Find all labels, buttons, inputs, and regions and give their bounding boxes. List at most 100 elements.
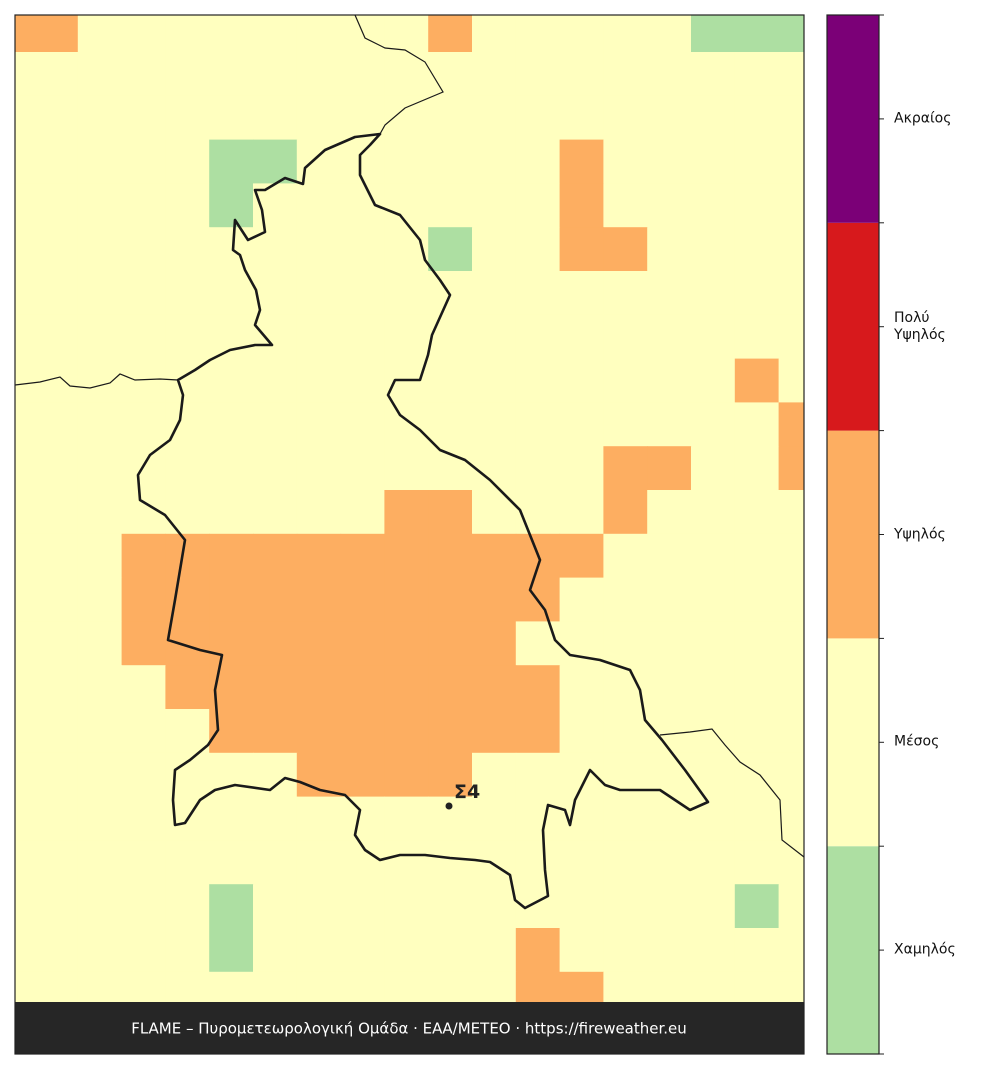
grid-cell [603,533,648,579]
grid-cell [340,621,385,666]
grid-cell [428,533,473,579]
grid-cell [253,928,298,973]
grid-cell [559,15,604,53]
grid-cell [559,490,604,535]
grid-cell [428,490,473,535]
grid-cell [209,52,254,97]
grid-cell [384,139,429,184]
grid-cell [296,402,342,447]
grid-cell [428,95,473,141]
grid-cell [778,314,805,360]
grid-cell [384,928,429,973]
grid-cell [428,271,473,316]
grid-cell [77,577,123,622]
grid-cell [121,752,166,798]
grid-cell [515,402,561,447]
legend-label: Ακραίος [894,110,952,127]
legend-label: Χαμηλός [894,941,956,958]
grid-cell [165,95,210,141]
grid-cell [77,358,123,403]
grid-cell [734,928,780,973]
grid-cell [15,928,35,973]
colorbar-segment [827,222,879,431]
grid-cell [603,621,648,666]
grid-cell [734,271,780,316]
grid-cell [603,402,648,447]
grid-cell [77,884,123,929]
grid-cell [428,52,473,97]
grid-cell [340,358,385,403]
grid-cell [296,665,342,710]
grid-cell [340,446,385,491]
grid-cell [296,183,342,228]
grid-cell [428,621,473,666]
grid-cell [384,95,429,141]
grid-cell [77,183,123,228]
grid-cell [15,183,35,228]
grid-cell [209,446,254,491]
grid-cell [296,884,342,929]
grid-cell [778,490,805,535]
border-east [659,728,805,858]
grid-cell [34,577,79,622]
grid-cell [472,183,517,228]
grid-cell [34,840,79,885]
grid-cell [691,665,736,710]
grid-cell [15,577,35,622]
grid-cell [34,621,79,666]
grid-cell [515,95,561,141]
grid-cell [603,928,648,973]
grid-cell [296,358,342,403]
grid-cell [428,314,473,360]
grid-cell [734,402,780,447]
grid-cell [253,402,298,447]
grid-cell [778,227,805,272]
grid-cell [34,446,79,491]
grid-cell [515,709,561,754]
grid-cell [209,183,254,228]
grid-cell [515,665,561,710]
grid-cell [691,15,736,53]
grid-cell [559,796,604,841]
grid-cell [647,358,692,403]
grid-cell [77,490,123,535]
grid-cell [77,139,123,184]
grid-cell [734,183,780,228]
grid-cell [559,533,604,579]
grid-cell [778,752,805,798]
grid-cell [515,446,561,491]
grid-cell [15,402,35,447]
grid-cell [165,402,210,447]
grid-cell [296,271,342,316]
grid-cell [515,490,561,535]
border-west [14,373,179,389]
grid-cell [296,314,342,360]
grid-cell [603,95,648,141]
grid-cell [472,621,517,666]
grid-cell [559,928,604,973]
grid-cell [34,402,79,447]
grid-cell [559,971,604,1003]
grid-cell [603,577,648,622]
colorbar-segment [827,846,879,1054]
grid-cell [691,227,736,272]
grid-cell [15,709,35,754]
grid-cell [340,533,385,579]
grid-cell [734,227,780,272]
grid-cell [121,928,166,973]
grid-cell [34,665,79,710]
grid-cell [691,884,736,929]
colorbar-segment [827,430,879,639]
grid-cell [428,183,473,228]
colorbar-segment [827,15,879,223]
grid-cell [647,139,692,184]
grid-cell [165,928,210,973]
grid-cell [603,314,648,360]
grid-cell [559,95,604,141]
grid-cell [472,15,517,53]
grid-cell [384,533,429,579]
grid-cell [77,52,123,97]
grid-cell [778,928,805,973]
grid-cell [472,709,517,754]
grid-cell [559,446,604,491]
